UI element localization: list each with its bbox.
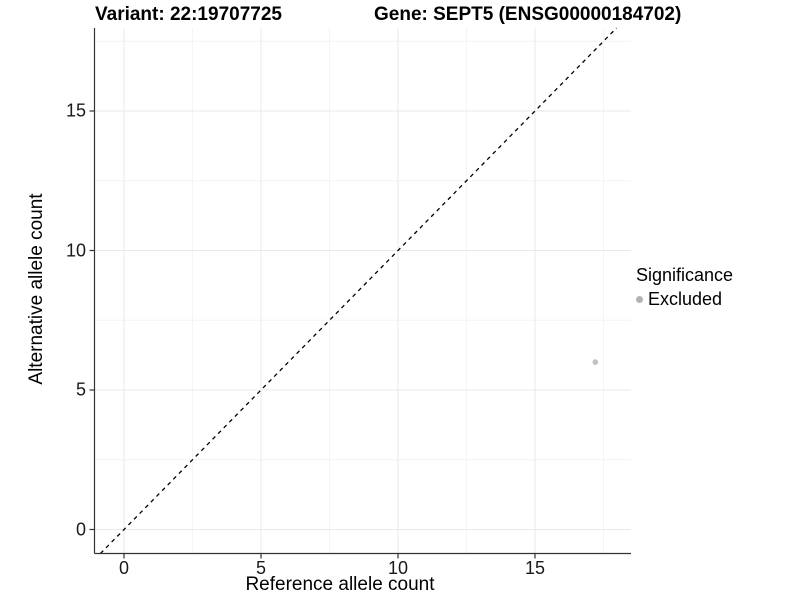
y-tick-label: 0 xyxy=(75,519,86,539)
y-tick-label: 10 xyxy=(65,240,86,260)
plot-title-variant: Variant: 22:19707725 xyxy=(95,4,282,25)
legend: Significance Excluded xyxy=(636,265,733,310)
x-axis-title: Reference allele count xyxy=(245,574,435,595)
x-tick-label: 10 xyxy=(387,558,409,578)
x-tick-label: 0 xyxy=(118,558,130,578)
plot-title-gene: Gene: SEPT5 (ENSG00000184702) xyxy=(374,4,682,25)
excluded-point-icon xyxy=(636,296,643,303)
data-point xyxy=(592,359,599,365)
y-tick-label: 15 xyxy=(65,100,86,121)
x-tick-label: 5 xyxy=(255,558,267,578)
identity-dashed-line xyxy=(99,27,617,554)
legend-item-label: Excluded xyxy=(648,289,723,309)
legend-item-excluded: Excluded xyxy=(636,289,733,310)
x-tick-label: 15 xyxy=(524,558,546,578)
y-tick-label: 5 xyxy=(75,379,86,400)
y-axis-title: Alternative allele count xyxy=(26,193,47,385)
legend-title: Significance xyxy=(636,265,734,285)
